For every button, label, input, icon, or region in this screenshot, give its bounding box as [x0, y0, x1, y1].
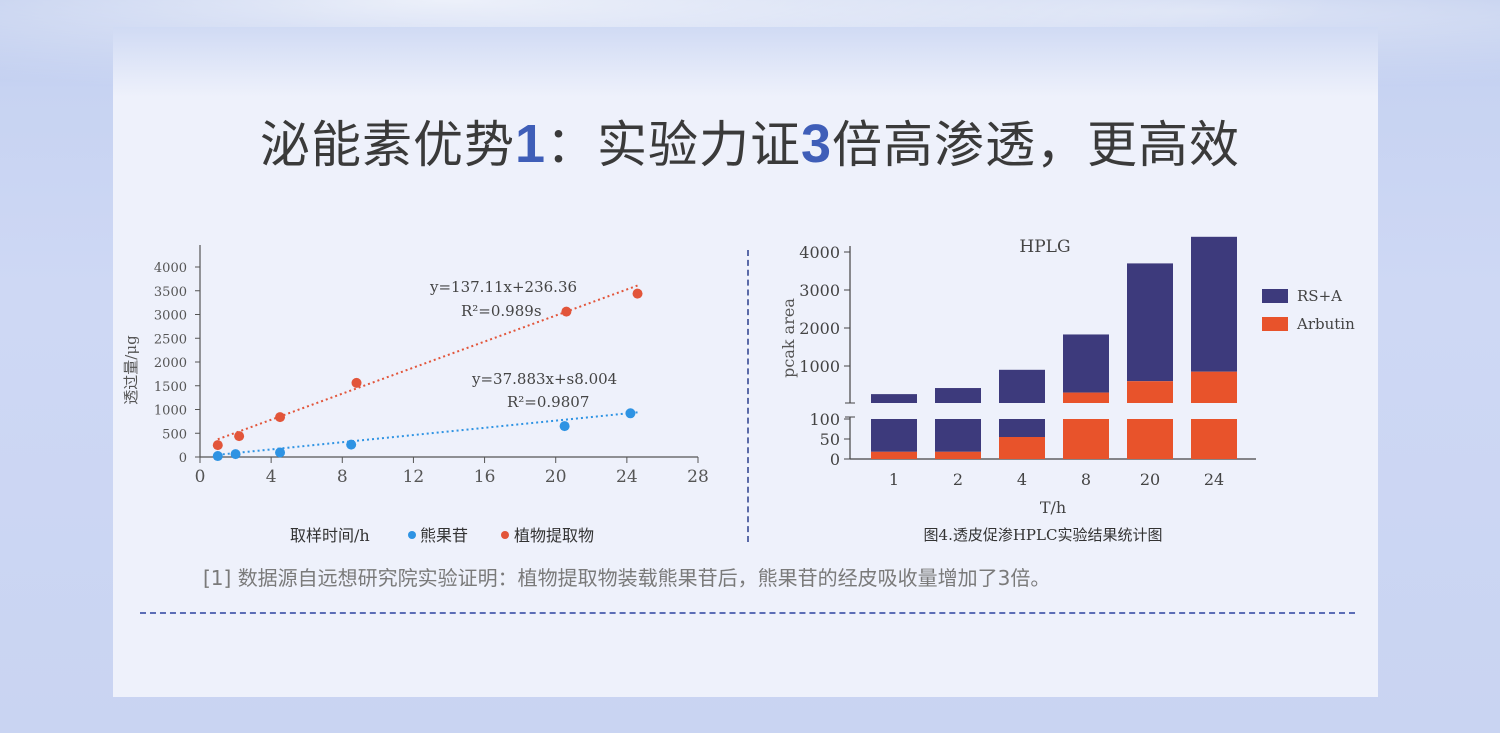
scatter-x-tick-label: 24 [616, 467, 638, 487]
footnote: [1] 数据源自远想研究院实验证明：植物提取物装载熊果苷后，熊果苷的经皮吸收量增… [203, 566, 1051, 590]
scatter-point [632, 288, 643, 299]
chart-divider [747, 250, 749, 542]
bar-segment-arbutin-lower [999, 437, 1045, 459]
scatter-y-tick-label: 4000 [154, 261, 187, 276]
bar-x-tick-label: 8 [1081, 470, 1091, 489]
bar-y-tick-label: 0 [830, 450, 840, 469]
scatter-y-label: 透过量/μg [122, 335, 140, 405]
legend-marker-red [501, 531, 509, 539]
bar-segment-rsa-lower [871, 419, 917, 452]
scatter-point [212, 451, 223, 462]
equation-blue: y=37.883x+s8.004 [471, 370, 617, 388]
legend-label-arbutin: Arbutin [1296, 315, 1355, 333]
scatter-x-tick-label: 8 [337, 467, 348, 487]
scatter-point [234, 431, 245, 442]
bar-segment-arbutin-lower [935, 451, 981, 459]
scatter-x-tick-label: 0 [195, 467, 206, 487]
bar-segment-rsa-upper [871, 394, 917, 403]
r2-blue: R²=0.9807 [507, 393, 589, 411]
bar-y-tick-label: 3000 [799, 281, 840, 300]
bar-segment-arbutin-upper [1127, 381, 1173, 403]
scatter-point [275, 412, 286, 423]
scatter-y-tick-label: 500 [162, 427, 187, 442]
equation-red: y=137.11x+236.36 [429, 278, 577, 296]
scatter-point [625, 408, 636, 419]
bar-y-tick-label: 1000 [799, 357, 840, 376]
bar-y-tick-label: 4000 [799, 243, 840, 262]
scatter-x-tick-label: 16 [474, 467, 496, 487]
bar-caption: 图4.透皮促渗HPLC实验结果统计图 [924, 526, 1163, 544]
scatter-y-tick-label: 3500 [154, 285, 187, 300]
scatter-y-tick-label: 2500 [154, 332, 187, 347]
trend-line-1 [217, 411, 638, 456]
permeation-scatter-chart: 0 4 8 12 16 20 24 28 0 500 1000 1500 2000 2500 3000 350… [122, 245, 709, 545]
bar-x-label: T/h [1040, 498, 1066, 517]
scatter-point [561, 306, 572, 317]
scatter-point [275, 447, 286, 458]
footer-divider [140, 612, 1355, 614]
scatter-point [351, 377, 362, 388]
r2-red: R²=0.989s [461, 302, 542, 320]
scatter-x-tick-label: 12 [403, 467, 425, 487]
bar-segment-rsa-upper [1191, 236, 1237, 372]
bar-x-tick-label: 2 [953, 470, 963, 489]
bar-y-label: pcak area [779, 298, 798, 378]
bar-y-tick-label: 50 [820, 430, 840, 449]
scatter-point [212, 440, 223, 451]
bar-x-tick-label: 24 [1204, 470, 1224, 489]
bar-segment-rsa-upper [999, 369, 1045, 403]
scatter-y-tick-label: 1500 [154, 380, 187, 395]
title-part-1: 泌能素优势 [259, 116, 515, 174]
title-part-3: 倍高渗透，更高效 [832, 116, 1241, 174]
title-number-2: 3 [801, 114, 833, 174]
bar-x-tick-label: 20 [1140, 470, 1160, 489]
scatter-x-tick-label: 28 [687, 467, 709, 487]
scatter-x-tick-label: 20 [545, 467, 567, 487]
scatter-y-tick-label: 1000 [154, 404, 187, 419]
legend-swatch-arbutin [1262, 317, 1288, 331]
bar-segment-arbutin-lower [1127, 419, 1173, 459]
scatter-x-label: 取样时间/h [290, 526, 370, 545]
scatter-x-tick-label: 4 [266, 467, 277, 487]
bar-y-tick-label: 100 [809, 410, 840, 429]
scatter-y-tick-label: 0 [179, 451, 187, 466]
bar-segment-arbutin-lower [871, 451, 917, 459]
legend-label-rsa: RS+A [1297, 287, 1342, 305]
bar-title: HPLG [1019, 237, 1070, 257]
bar-segment-arbutin-upper [1063, 392, 1109, 403]
bar-segment-rsa-lower [999, 419, 1045, 437]
title-part-2: ：实验力证 [546, 116, 801, 174]
scatter-point [230, 449, 241, 460]
page-title: 泌能素优势1：实验力证3倍高渗透，更高效 [0, 105, 1500, 177]
scatter-point [346, 439, 357, 450]
bar-segment-rsa-upper [935, 388, 981, 403]
bar-segment-rsa-lower [935, 419, 981, 452]
bar-x-tick-label: 1 [889, 470, 899, 489]
legend-label-blue: 熊果苷 [420, 526, 468, 545]
bar-segment-arbutin-upper [1191, 371, 1237, 403]
scatter-point [559, 421, 570, 432]
bar-segment-arbutin-lower [1191, 419, 1237, 459]
title-number-1: 1 [514, 114, 546, 174]
legend-swatch-rsa [1262, 289, 1288, 303]
bar-segment-arbutin-lower [1063, 419, 1109, 459]
bar-x-tick-label: 4 [1017, 470, 1027, 489]
scatter-y-tick-label: 3000 [154, 309, 187, 324]
legend-marker-blue [408, 531, 416, 539]
bar-segment-rsa-upper [1127, 263, 1173, 382]
bar-segment-rsa-upper [1063, 334, 1109, 393]
bar-y-tick-label: 2000 [799, 319, 840, 338]
scatter-y-tick-label: 2000 [154, 356, 187, 371]
legend-label-red: 植物提取物 [514, 526, 594, 545]
